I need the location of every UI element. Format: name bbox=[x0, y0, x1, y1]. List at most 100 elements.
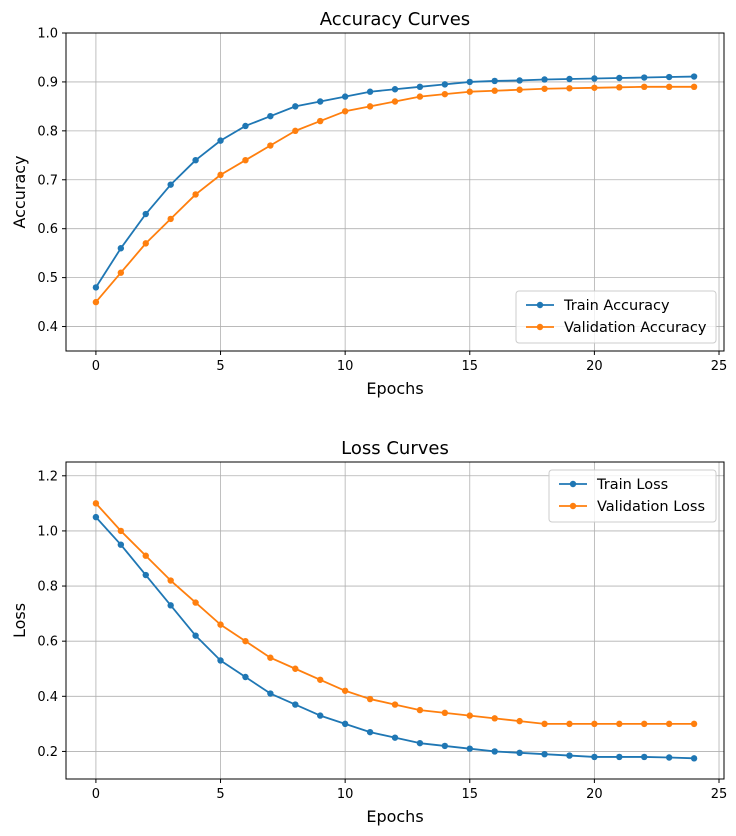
data-point bbox=[491, 748, 498, 755]
data-point bbox=[566, 752, 573, 759]
data-point bbox=[441, 90, 449, 98]
data-point bbox=[391, 98, 399, 105]
data-point bbox=[416, 93, 424, 100]
y-tick-label: 0.5 bbox=[37, 271, 58, 286]
data-point bbox=[192, 191, 199, 198]
legend-box bbox=[548, 469, 717, 523]
data-point bbox=[516, 749, 523, 757]
data-point bbox=[142, 210, 149, 218]
legend-label: Validation Accuracy bbox=[564, 320, 707, 336]
data-point bbox=[690, 83, 698, 91]
x-axis-label: Epochs bbox=[366, 379, 423, 398]
data-point bbox=[616, 84, 623, 91]
data-point bbox=[491, 87, 498, 94]
data-point bbox=[167, 181, 174, 188]
data-point bbox=[391, 86, 399, 93]
legend-box bbox=[515, 290, 717, 344]
data-point bbox=[491, 715, 498, 722]
chart-title: Loss Curves bbox=[341, 438, 449, 459]
data-point bbox=[167, 577, 174, 584]
data-point bbox=[341, 720, 349, 728]
data-point bbox=[192, 599, 199, 606]
data-point bbox=[591, 84, 598, 91]
y-tick-label: 0.6 bbox=[37, 222, 58, 237]
x-tick-label: 20 bbox=[586, 787, 603, 802]
legend-marker bbox=[536, 323, 544, 331]
data-point bbox=[217, 621, 224, 628]
data-point bbox=[366, 88, 374, 95]
series-line-train bbox=[95, 75, 695, 288]
data-point bbox=[466, 88, 473, 95]
data-point bbox=[192, 157, 199, 164]
data-point bbox=[92, 500, 100, 507]
x-tick-label: 15 bbox=[461, 787, 478, 802]
data-point bbox=[641, 74, 648, 81]
legend-marker bbox=[536, 301, 544, 309]
data-point bbox=[366, 103, 374, 110]
data-point bbox=[317, 676, 324, 683]
x-tick-label: 0 bbox=[92, 787, 100, 802]
loss-chart: 0 5 10 15 20 25 0.2 0.4 0.6 0.8 1.0 1.2 Loss Curves E… bbox=[10, 438, 727, 826]
data-point bbox=[317, 712, 324, 719]
data-point bbox=[142, 240, 149, 247]
data-point bbox=[516, 717, 523, 725]
x-tick-label: 10 bbox=[337, 787, 354, 802]
data-point bbox=[466, 712, 473, 719]
data-point bbox=[391, 734, 399, 741]
x-tick-label: 25 bbox=[711, 787, 728, 802]
y-tick-label: 0.8 bbox=[37, 124, 58, 139]
data-point bbox=[117, 269, 125, 276]
y-tick-label: 0.6 bbox=[37, 635, 58, 650]
data-point bbox=[516, 77, 523, 84]
data-point bbox=[665, 83, 673, 91]
data-point bbox=[267, 690, 274, 697]
data-point bbox=[167, 602, 174, 609]
data-point bbox=[641, 83, 648, 91]
legend-marker bbox=[569, 502, 577, 510]
data-point bbox=[541, 76, 548, 83]
y-tick-label: 1.0 bbox=[37, 524, 58, 539]
chart-title: Accuracy Curves bbox=[320, 9, 470, 30]
data-point bbox=[466, 745, 473, 752]
data-point bbox=[466, 78, 473, 86]
data-point bbox=[92, 298, 100, 306]
data-point bbox=[616, 753, 623, 761]
data-point bbox=[641, 720, 648, 728]
data-point bbox=[690, 73, 698, 80]
data-point bbox=[566, 720, 573, 728]
data-point bbox=[566, 85, 573, 92]
data-point bbox=[292, 701, 299, 708]
data-point bbox=[665, 73, 673, 81]
data-point bbox=[616, 74, 623, 82]
legend-marker bbox=[569, 480, 577, 488]
data-point bbox=[616, 720, 623, 728]
data-point bbox=[142, 571, 149, 579]
data-point bbox=[217, 657, 224, 664]
data-point bbox=[92, 513, 100, 521]
y-axis-label: Loss bbox=[10, 603, 29, 638]
data-point bbox=[441, 742, 449, 750]
data-point bbox=[541, 720, 548, 728]
data-point bbox=[317, 98, 324, 105]
data-point bbox=[267, 142, 274, 149]
y-axis-label: Accuracy bbox=[10, 155, 29, 228]
data-point bbox=[292, 665, 299, 672]
data-point bbox=[541, 85, 548, 92]
data-point bbox=[117, 527, 125, 535]
data-point bbox=[341, 687, 349, 694]
x-tick-label: 0 bbox=[92, 359, 100, 374]
y-tick-label: 0.4 bbox=[37, 320, 58, 335]
y-tick-label: 0.4 bbox=[37, 690, 58, 705]
data-point bbox=[117, 541, 125, 548]
legend-label: Train Loss bbox=[596, 477, 668, 493]
data-point bbox=[416, 83, 424, 91]
data-point bbox=[117, 245, 125, 252]
accuracy-chart: 0 5 10 15 20 25 0.4 0.5 0.6 0.7 0.8 0.9 1.0 Accuracy … bbox=[10, 9, 727, 398]
data-point bbox=[341, 108, 349, 115]
y-tick-label: 0.2 bbox=[37, 745, 58, 760]
y-tick-label: 1.2 bbox=[37, 469, 58, 484]
data-point bbox=[665, 720, 673, 728]
data-point bbox=[142, 552, 149, 559]
data-point bbox=[441, 709, 449, 717]
series-line-train bbox=[95, 516, 695, 760]
